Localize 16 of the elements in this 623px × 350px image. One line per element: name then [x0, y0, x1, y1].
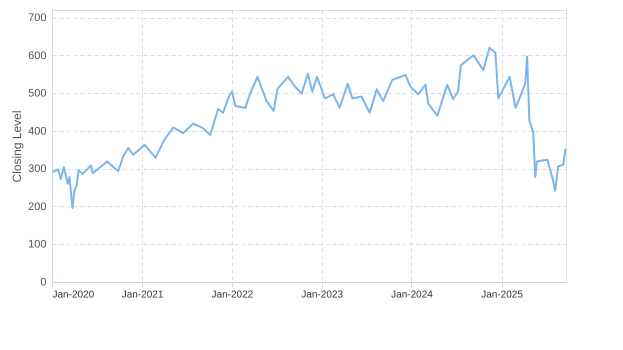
x-tick-label: Jan-2025 — [481, 290, 524, 300]
x-tick-label: Jan-2024 — [391, 290, 434, 300]
y-tick-label: 0 — [40, 276, 46, 288]
x-tick-label: Jan-2023 — [301, 290, 344, 300]
y-tick-label: 500 — [28, 88, 46, 100]
y-tick-label: 400 — [28, 125, 46, 138]
y-tick-label: 100 — [28, 238, 46, 251]
line-series — [52, 46, 567, 209]
x-tick-label: Jan-2020 — [52, 290, 95, 300]
x-tick-label: Jan-2022 — [212, 290, 254, 300]
y-tick-label: 300 — [28, 163, 46, 176]
y-axis-title: Closing Level — [10, 110, 24, 183]
y-tick-label: 600 — [28, 50, 46, 62]
y-tick-label: 700 — [28, 12, 46, 24]
y-tick-label: 200 — [28, 200, 46, 213]
x-tick-label: Jan-2021 — [122, 290, 164, 300]
